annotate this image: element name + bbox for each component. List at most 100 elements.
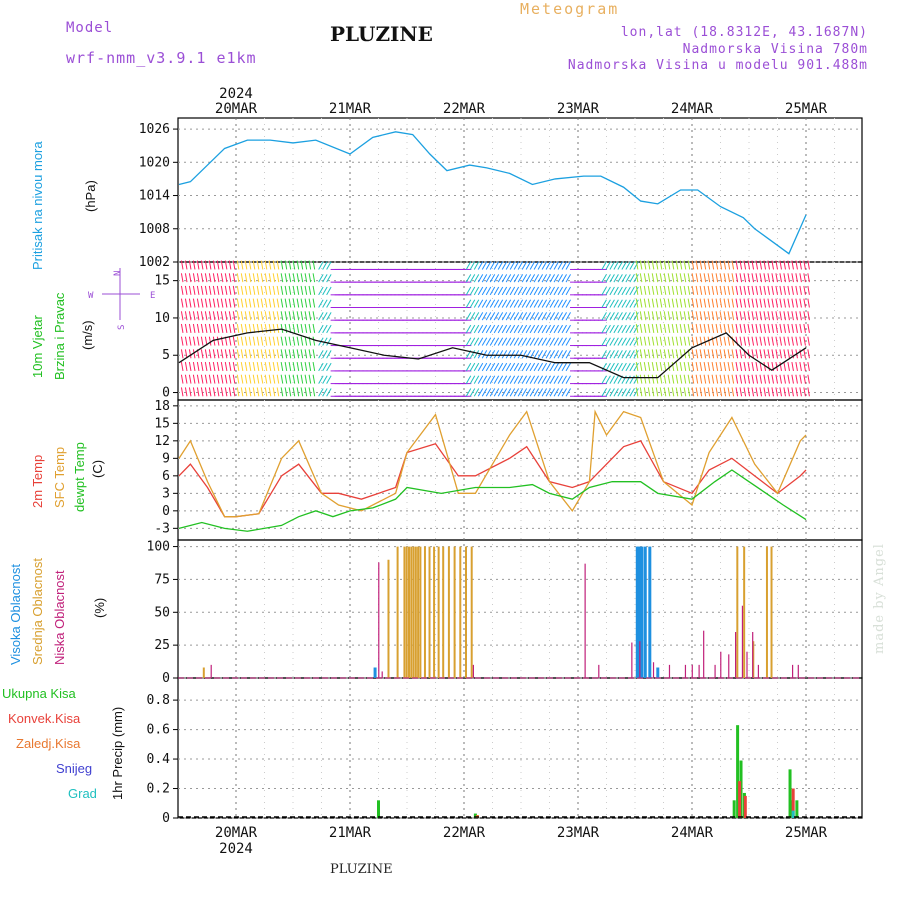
lonlat-label: lon,lat (18.8312E, 43.1687N): [620, 25, 868, 40]
wind-barb: [759, 311, 763, 321]
wind-barb: [727, 387, 731, 397]
date-tick-bottom: 21MAR: [329, 825, 372, 841]
wind-barb: [565, 375, 571, 384]
wind-barb: [529, 299, 536, 308]
wind-barb: [727, 361, 731, 371]
wind-barb: [735, 298, 739, 308]
wind-barb: [533, 324, 540, 334]
wind-barb: [667, 311, 671, 321]
wind-barb: [803, 336, 806, 346]
wind-barb: [683, 361, 687, 371]
wind-speed-line: [178, 328, 807, 379]
wind-barb: [537, 274, 544, 283]
wind-barb: [236, 323, 240, 333]
wind-barb: [541, 388, 548, 397]
wind-barb: [767, 273, 771, 283]
wind-barb: [296, 311, 300, 321]
wind-barb: [683, 311, 687, 321]
wind-barb: [687, 323, 691, 333]
wind-barb: [477, 274, 484, 283]
wind-barb: [521, 286, 528, 296]
wind-barb: [517, 362, 524, 372]
wind-barb: [557, 337, 563, 346]
wind-barb: [473, 362, 480, 372]
wind-barb: [216, 361, 220, 371]
wind-barb: [485, 324, 492, 334]
wind-barb: [609, 388, 615, 397]
wind-barb: [787, 285, 790, 295]
wind-barb: [180, 285, 184, 295]
wind-barb: [759, 260, 763, 270]
wind-barb: [663, 323, 667, 333]
wind-barb: [651, 260, 655, 270]
wind-barb: [326, 337, 332, 346]
wind-barb: [465, 324, 472, 334]
wind-barb: [617, 286, 623, 296]
y-tick-label: -3: [154, 521, 170, 536]
wind-barb: [501, 362, 508, 372]
wind-barb: [691, 336, 695, 346]
wind-barb: [268, 336, 272, 346]
wind-barb: [723, 387, 727, 397]
wind-barb: [679, 387, 683, 397]
wind-barb: [276, 361, 280, 371]
wind-barb: [691, 349, 695, 359]
wind-barb: [228, 336, 232, 346]
wind-barb: [719, 374, 723, 384]
wind-barb: [633, 337, 639, 346]
wind-barb: [473, 312, 480, 321]
wind-barb: [791, 374, 794, 384]
wind-barb: [509, 350, 516, 359]
y-tick-label: 0: [162, 386, 170, 401]
wind-barb: [513, 299, 520, 308]
wind-barb: [318, 261, 324, 270]
wind-barb: [525, 274, 532, 283]
wind-barb: [605, 312, 611, 321]
wind-barb: [557, 324, 563, 334]
wind-barb: [621, 362, 627, 372]
wind-barb: [296, 273, 300, 283]
wind-barb: [643, 285, 647, 295]
wind-barb: [731, 349, 735, 359]
wind-barb: [529, 286, 536, 296]
wind-barb: [300, 323, 304, 333]
wind-barb: [659, 298, 663, 308]
wind-barb: [759, 285, 763, 295]
wind-barb: [501, 350, 508, 359]
wind-barb: [549, 324, 556, 334]
wind-barb: [200, 336, 204, 346]
wind-barb: [204, 387, 208, 397]
y-tick-label: 1014: [139, 189, 170, 204]
wind-barb: [695, 323, 699, 333]
wind-barb: [308, 323, 312, 333]
wind-barb: [264, 260, 268, 270]
wind-barb: [633, 324, 639, 334]
wind-barb: [771, 374, 775, 384]
temp-label-2: SFC Temp: [52, 446, 67, 508]
wind-barb: [312, 285, 316, 295]
wind-barb: [795, 374, 798, 384]
wind-barb: [743, 336, 747, 346]
wind-barb: [493, 388, 500, 397]
wind-barb: [477, 299, 484, 308]
wind-barb: [236, 311, 240, 321]
wind-barb: [795, 285, 798, 295]
wind-barb: [501, 261, 508, 270]
wind-barb: [212, 285, 216, 295]
wind-barb: [775, 273, 778, 283]
wind-barb: [707, 387, 711, 397]
wind-barb: [236, 387, 240, 397]
wind-barb: [759, 387, 763, 397]
y-tick-label: 0: [162, 811, 170, 826]
wind-barb: [553, 337, 559, 346]
wind-barb: [481, 274, 488, 283]
wind-barb: [501, 388, 508, 397]
wind-barb: [220, 311, 224, 321]
wind-barb: [633, 388, 639, 397]
wind-barb: [719, 323, 723, 333]
wind-barb: [184, 336, 188, 346]
wind-barb: [549, 388, 556, 397]
wind-barb: [280, 285, 284, 295]
wind-barb: [629, 261, 635, 270]
wind-barb: [625, 350, 631, 359]
